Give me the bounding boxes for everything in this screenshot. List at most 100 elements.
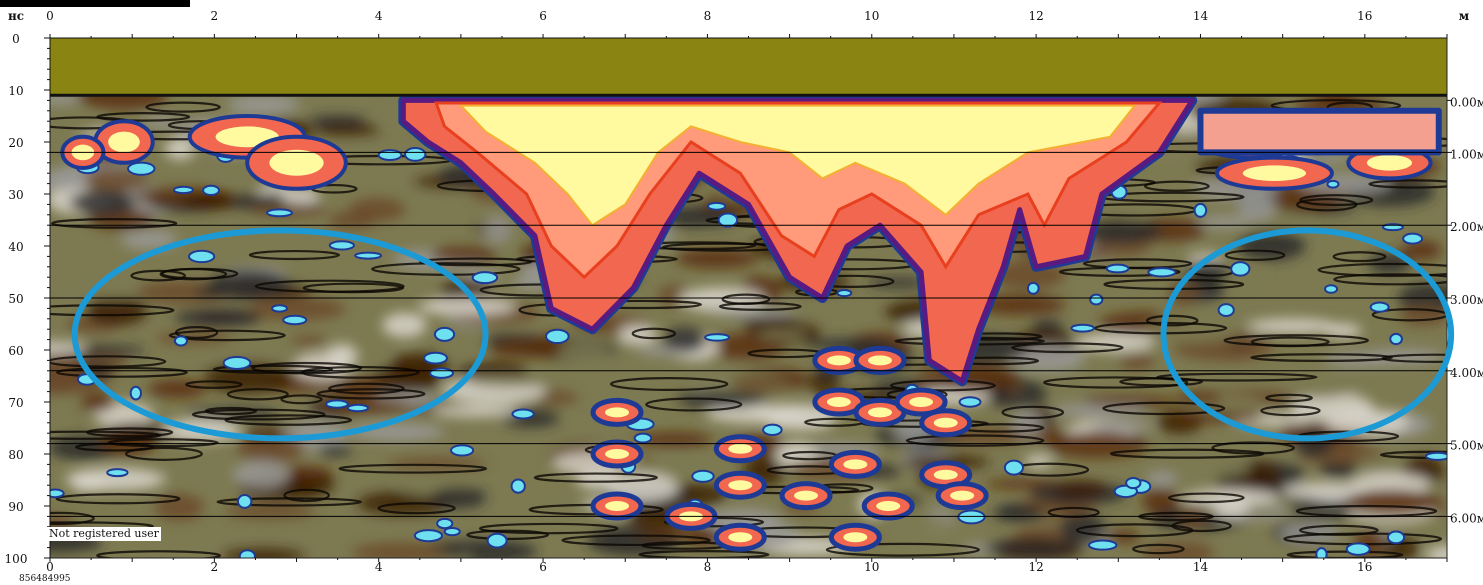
axes: 0 2 4 6 8 10 12 14 16 м0102030405060708090100нс0.… xyxy=(5,9,1483,584)
contour-streak xyxy=(609,377,729,392)
x-tick-label: 12 xyxy=(1028,9,1043,23)
contour-streak xyxy=(107,438,219,448)
texture-blob xyxy=(1089,420,1155,432)
speckle xyxy=(958,396,982,408)
contour-streak xyxy=(338,463,488,474)
x-tick-label: 16 xyxy=(1357,9,1372,23)
deep-reflection-core xyxy=(728,443,753,454)
texture-blob xyxy=(1214,500,1249,518)
speckle xyxy=(236,493,253,509)
texture-blob xyxy=(281,187,320,205)
speckle xyxy=(346,403,370,413)
deep-column xyxy=(590,345,989,552)
y-tick-label: 100 xyxy=(5,552,28,566)
texture-blob xyxy=(1350,472,1431,497)
texture-blob xyxy=(756,329,807,340)
y-tick-label: 60 xyxy=(8,344,23,358)
shallow-reflection-core xyxy=(1242,165,1307,181)
contour-streak xyxy=(96,550,221,558)
shallow-reflection-core xyxy=(269,149,324,176)
contour-streak xyxy=(56,366,188,378)
texture-speckles xyxy=(50,142,1447,558)
speckle xyxy=(1217,303,1235,317)
texture-blob xyxy=(1325,409,1410,436)
plot-area xyxy=(50,38,1447,558)
depth-label: 4.00м xyxy=(1450,366,1483,380)
depth-label: 0.00м xyxy=(1450,95,1483,109)
contour-streak xyxy=(1250,336,1330,348)
y-tick-label: 0 xyxy=(12,32,20,46)
watermark-text: Not registered user xyxy=(47,527,161,541)
texture-blob xyxy=(1141,362,1227,376)
texture-blob xyxy=(1247,318,1338,334)
texture-blob xyxy=(208,270,291,300)
speckle xyxy=(545,328,570,345)
bottom-x-tick-label: 16 xyxy=(1357,560,1372,574)
contour-streak xyxy=(86,427,174,438)
speckle xyxy=(328,240,355,251)
x-tick-label: 6 xyxy=(539,9,547,23)
texture-blob xyxy=(445,333,490,359)
contour-streak xyxy=(1156,372,1318,382)
contour-streak xyxy=(478,522,619,535)
texture-blob xyxy=(1276,374,1359,399)
contour-streak xyxy=(1043,376,1189,389)
contour-streak xyxy=(638,550,770,558)
y-tick-label: 70 xyxy=(8,396,23,410)
speckle xyxy=(762,423,783,437)
texture-blob xyxy=(182,193,238,210)
contour-streak xyxy=(191,408,326,421)
speckle xyxy=(1125,476,1142,490)
bottom-x-tick-label: 12 xyxy=(1028,560,1043,574)
texture-blob xyxy=(318,443,353,457)
speckle xyxy=(325,399,349,409)
deep-reflection-core xyxy=(826,355,851,366)
depth-label: 6.00м xyxy=(1450,511,1483,525)
texture-blob xyxy=(1198,215,1250,229)
contour-streak xyxy=(533,472,658,483)
speckle xyxy=(404,146,427,162)
texture-blob xyxy=(248,296,346,321)
bottom-x-tick-label: 14 xyxy=(1193,560,1209,574)
contour-streak xyxy=(1260,405,1321,417)
speckle xyxy=(1193,202,1208,218)
bottom-x-tick-label: 4 xyxy=(375,560,383,574)
speckle xyxy=(266,208,293,218)
contour-streak xyxy=(1299,194,1374,207)
texture-blob xyxy=(148,379,208,399)
texture-blob xyxy=(382,312,427,338)
contour-streak xyxy=(1102,401,1226,416)
contour-streak xyxy=(419,257,533,267)
contour-streak xyxy=(645,397,743,412)
speckle xyxy=(1230,261,1251,277)
texture-blob xyxy=(432,405,519,417)
texture-blob xyxy=(1142,488,1179,515)
contour-streak xyxy=(125,446,203,461)
contour-streak xyxy=(204,406,258,416)
texture-blob xyxy=(1051,403,1145,418)
texture-blob xyxy=(615,458,712,477)
speckle xyxy=(1070,323,1095,333)
speckle xyxy=(354,251,383,260)
contour-streak xyxy=(50,304,175,317)
contour-streak xyxy=(1317,262,1447,277)
texture-blob xyxy=(983,541,1076,555)
texture-blob xyxy=(1213,479,1289,492)
deep-reflection-core xyxy=(605,449,630,459)
strong-reflection xyxy=(60,95,1442,387)
texture-blob xyxy=(85,296,148,326)
depth-label: 1.00м xyxy=(1450,147,1483,161)
speckle xyxy=(450,444,475,457)
x-tick-label: 0 xyxy=(46,9,54,23)
y-tick-label: 20 xyxy=(8,136,23,150)
contour-streak xyxy=(1167,492,1245,504)
bottom-x-tick-label: 2 xyxy=(211,560,219,574)
texture-blob xyxy=(314,123,380,136)
contour-streak xyxy=(1333,273,1447,286)
serial-label: 856484995 xyxy=(19,574,71,584)
contour-streak xyxy=(248,249,341,261)
contour-streak xyxy=(1250,353,1393,362)
contour-streak xyxy=(280,394,323,405)
texture-blob xyxy=(386,457,487,470)
